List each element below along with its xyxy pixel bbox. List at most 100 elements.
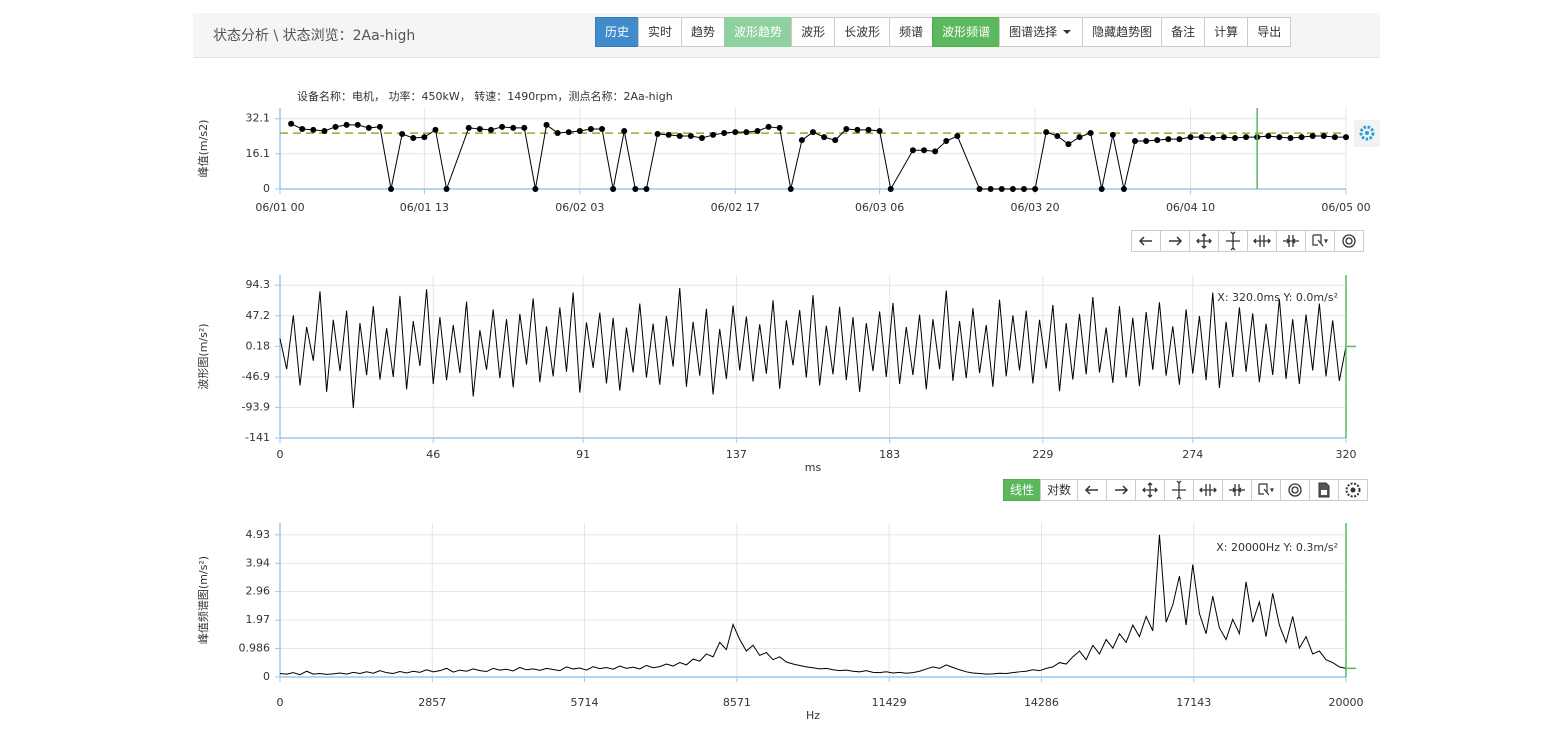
data-point [1076,134,1083,141]
tool-icon[interactable] [1189,230,1219,252]
settings-icon[interactable] [1354,120,1380,147]
data-point [1120,186,1127,192]
button-label: 波形 [801,25,826,39]
data-point [676,133,683,140]
tool-icon[interactable] [1077,479,1108,501]
tool-icon[interactable] [1280,479,1311,501]
tool-icon[interactable] [1247,230,1277,252]
tool-icon[interactable] [1106,479,1137,501]
y-tick-label: -141 [245,431,270,444]
data-point [1032,186,1039,192]
icon-glyph [1345,482,1361,498]
data-point [887,186,894,192]
tool-icon[interactable] [1193,479,1224,501]
data-point [1176,136,1183,143]
data-point [1209,134,1216,141]
data-point [798,137,805,144]
icon-glyph [1138,236,1152,246]
x-tick-label: 91 [576,448,590,461]
tool-icon[interactable] [1309,479,1340,501]
tool-icon[interactable] [1276,230,1306,252]
view-button[interactable]: 波形频谱 [932,17,1001,47]
data-point [998,186,1005,192]
icon-glyph [1288,483,1302,497]
tool-icon[interactable] [1338,479,1369,501]
icon-glyph [1199,484,1217,496]
view-button[interactable]: 图谱选择 [999,17,1084,47]
tool-icon[interactable] [1131,230,1161,252]
data-point [687,133,694,140]
data-point [776,124,783,131]
x-tick-label: 2857 [418,696,446,709]
x-tick-label: 320 [1336,448,1357,461]
y-tick-label: 4.93 [246,528,271,541]
x-tick-label: 229 [1032,448,1053,461]
tool-icon[interactable] [1218,230,1248,252]
x-axis-title: Hz [806,709,820,722]
view-button[interactable]: 备注 [1161,17,1206,47]
tool-icon[interactable] [1222,479,1253,501]
icon-glyph [1226,231,1240,251]
data-point [476,126,483,133]
data-point [821,134,828,141]
icon-glyph [1172,480,1187,500]
y-tick-label: 0 [263,182,270,195]
y-axis-title: 波形图(m/s²) [197,323,210,389]
cursor-readout: X: 20000Hz Y: 0.3m/s² [1216,541,1338,554]
data-point [1265,133,1272,140]
view-button[interactable]: 波形 [791,17,836,47]
data-point [1287,134,1294,141]
x-tick-label: 06/05 00 [1321,201,1370,214]
data-point [365,124,372,131]
data-point [987,186,994,192]
button-label: 波形趋势 [734,25,783,39]
data-point [521,124,528,131]
data-point [1343,134,1349,141]
icon-glyph [1084,485,1099,495]
data-point [1298,134,1305,141]
data-point [487,126,494,133]
data-point [587,126,594,133]
x-tick-label: 137 [726,448,747,461]
trend-toolbar [1131,230,1364,252]
data-point [632,186,639,192]
data-point [1109,131,1116,138]
view-button[interactable]: 波形趋势 [724,17,793,47]
icon-glyph [1312,234,1328,247]
view-button[interactable]: 计算 [1204,17,1249,47]
scale-button[interactable]: 线性 [1003,479,1042,501]
caret-shape [1063,30,1072,34]
icon-glyph [1253,235,1271,247]
tool-icon[interactable] [1164,479,1195,501]
y-tick-label: 2.96 [246,585,271,598]
data-point [321,127,328,134]
data-point [432,126,439,133]
scale-button[interactable]: 对数 [1040,479,1079,501]
view-button[interactable]: 趋势 [681,17,726,47]
y-tick-label: 47.2 [246,309,271,322]
data-point [909,147,916,154]
tool-icon[interactable] [1334,230,1364,252]
tool-icon[interactable] [1135,479,1166,501]
data-point [310,126,317,133]
data-point [954,133,961,140]
tool-icon[interactable] [1305,230,1335,252]
data-point [1198,134,1205,141]
icon-glyph [1283,235,1299,247]
tool-icon[interactable] [1251,479,1282,501]
data-point [1320,133,1327,140]
view-button[interactable]: 实时 [638,17,683,47]
view-button[interactable]: 导出 [1247,17,1292,47]
data-point [499,123,506,130]
icon-glyph [1318,482,1330,498]
view-button[interactable]: 历史 [595,17,640,47]
button-label: 频谱 [899,25,924,39]
view-button[interactable]: 隐藏趋势图 [1082,17,1163,47]
y-tick-label: 0.986 [239,642,271,655]
data-point [698,134,705,141]
data-point [410,134,417,141]
view-button[interactable]: 长波形 [834,17,891,47]
tool-icon[interactable] [1160,230,1190,252]
view-button[interactable]: 频谱 [889,17,934,47]
data-line [279,534,1347,676]
